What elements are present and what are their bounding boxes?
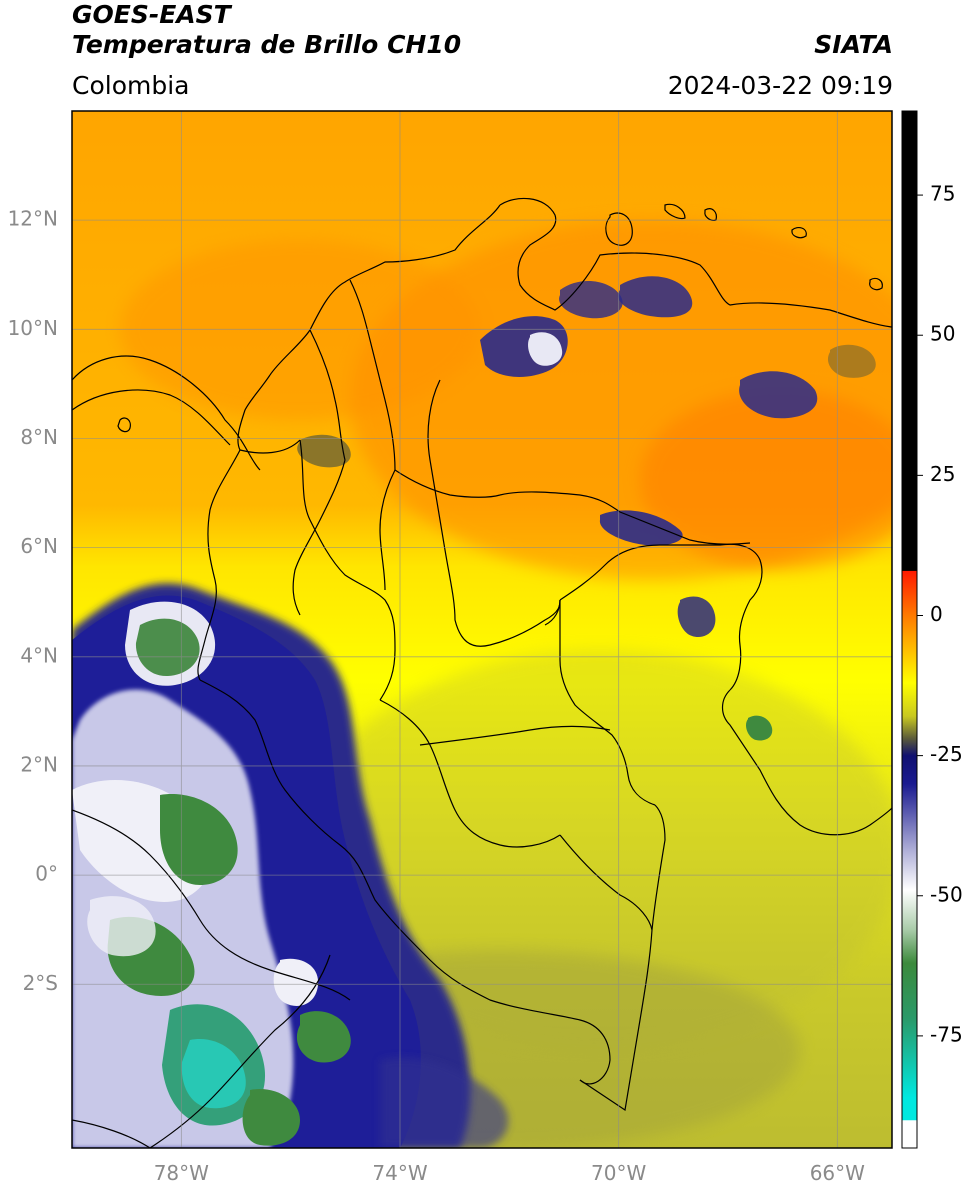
satellite-title: GOES-EAST [72, 0, 231, 29]
lat-tick-label: 6°N [20, 534, 58, 558]
institution-label: SIATA [814, 30, 893, 59]
lat-tick-label: 8°N [20, 425, 58, 449]
colorbar-tick-label: -75 [930, 1022, 963, 1046]
colorbar-tick-label: 75 [930, 182, 955, 206]
colorbar-tick-label: 50 [930, 322, 955, 346]
convective-cloud-mass [72, 583, 509, 1148]
lat-tick-label: 0° [35, 862, 58, 886]
political-boundaries [72, 197, 892, 1148]
colorbar-scale [901, 110, 918, 1149]
map-frame [71, 110, 893, 1149]
datetime-label: 2024-03-22 09:19 [667, 71, 893, 100]
longitude-labels: 78°W 74°W 70°W 66°W [154, 1161, 865, 1185]
lon-tick-label: 70°W [591, 1161, 646, 1185]
lon-tick-label: 78°W [154, 1161, 209, 1185]
colorbar-tick-label: 0 [930, 602, 943, 626]
lat-tick-label: 12°N [8, 207, 58, 231]
region-label: Colombia [72, 71, 190, 100]
graticule [72, 111, 892, 1148]
colorbar-tick-label: -25 [930, 742, 963, 766]
lon-tick-label: 74°W [372, 1161, 427, 1185]
lat-tick-label: 2°S [23, 971, 58, 995]
lat-tick-label: 4°N [20, 643, 58, 667]
colorbar-tick-label: -50 [930, 882, 963, 906]
lon-tick-label: 66°W [810, 1161, 865, 1185]
colorbar-tick-label: 25 [930, 462, 955, 486]
lat-tick-label: 2°N [20, 752, 58, 776]
product-title: Temperatura de Brillo CH10 [72, 30, 462, 59]
brightness-temperature-field [72, 111, 892, 1148]
colorbar: 75 50 25 0 -25 -50 -75 [901, 110, 963, 1149]
lat-tick-label: 10°N [8, 316, 58, 340]
scattered-clouds [297, 276, 876, 741]
latitude-labels: 12°N 10°N 8°N 6°N 4°N 2°N 0° 2°S [8, 207, 58, 995]
